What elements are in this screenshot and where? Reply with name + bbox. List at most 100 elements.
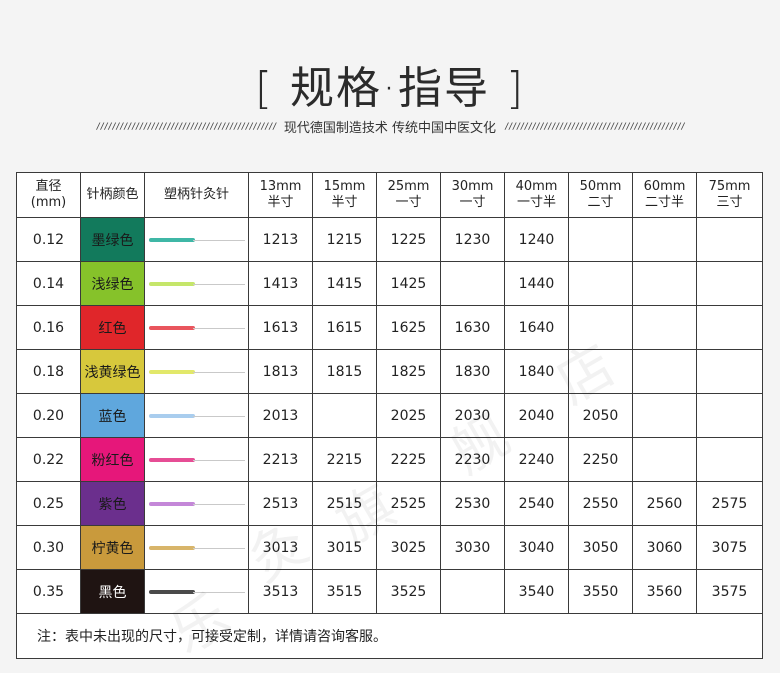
needle-icon [148, 411, 245, 421]
code-cell: 1440 [504, 261, 569, 306]
diameter-cell: 0.14 [16, 261, 81, 306]
code-cell: 3075 [696, 525, 763, 570]
header-length-15: 15mm 半寸 [312, 172, 377, 218]
code-cell: 2050 [568, 393, 633, 438]
page-title: [ 规格·指导 ] [254, 63, 526, 114]
handle-color-cell: 浅绿色 [80, 261, 145, 306]
code-cell [632, 305, 697, 350]
table-row: 0.30 柠黄色 3013 3015 3025 3030 3040 3050 3060 3075 [16, 525, 763, 570]
header-length-50: 50mm 二寸 [568, 172, 633, 218]
needle-image-cell [144, 481, 249, 526]
needle-icon [148, 235, 245, 245]
code-cell: 3575 [696, 569, 763, 614]
code-cell [696, 393, 763, 438]
code-cell: 1215 [312, 217, 377, 262]
diameter-cell: 0.16 [16, 305, 81, 350]
code-cell [696, 437, 763, 482]
code-cell: 2515 [312, 481, 377, 526]
code-cell: 3550 [568, 569, 633, 614]
code-cell: 1613 [248, 305, 313, 350]
needle-image-cell [144, 437, 249, 482]
code-cell: 2550 [568, 481, 633, 526]
code-cell: 2213 [248, 437, 313, 482]
header-length-60: 60mm 二寸半 [632, 172, 697, 218]
diameter-cell: 0.18 [16, 349, 81, 394]
code-cell: 2030 [440, 393, 505, 438]
code-cell: 1413 [248, 261, 313, 306]
code-cell: 3513 [248, 569, 313, 614]
code-cell: 1225 [376, 217, 441, 262]
code-cell: 1813 [248, 349, 313, 394]
code-cell: 3525 [376, 569, 441, 614]
needle-image-cell [144, 569, 249, 614]
code-cell: 2250 [568, 437, 633, 482]
code-cell: 1415 [312, 261, 377, 306]
table-row: 0.14 浅绿色 1413 1415 1425 1440 [16, 261, 763, 306]
needle-icon [148, 499, 245, 509]
needle-image-cell [144, 261, 249, 306]
code-cell: 3050 [568, 525, 633, 570]
header-length-75: 75mm 三寸 [696, 172, 763, 218]
needle-icon [148, 367, 245, 377]
code-cell: 2530 [440, 481, 505, 526]
code-cell [696, 305, 763, 350]
handle-color-cell: 紫色 [80, 481, 145, 526]
diameter-cell: 0.35 [16, 569, 81, 614]
code-cell: 3540 [504, 569, 569, 614]
note-row: 注：表中未出现的尺寸，可接受定制，详情请咨询客服。 [16, 613, 763, 659]
code-cell: 2513 [248, 481, 313, 526]
code-cell [632, 437, 697, 482]
code-cell [696, 349, 763, 394]
code-cell [568, 261, 633, 306]
note-text: 注：表中未出现的尺寸，可接受定制，详情请咨询客服。 [16, 613, 763, 659]
code-cell: 1230 [440, 217, 505, 262]
table-row: 0.12 墨绿色 1213 1215 1225 1230 1240 [16, 217, 763, 262]
diameter-cell: 0.20 [16, 393, 81, 438]
table-row: 0.25 紫色 2513 2515 2525 2530 2540 2550 2560 2575 [16, 481, 763, 526]
code-cell [440, 261, 505, 306]
header-handle-color: 针柄颜色 [80, 172, 145, 218]
subtitle-text: 现代德国制造技术 传统中国中医文化 [283, 121, 497, 136]
code-cell: 1640 [504, 305, 569, 350]
diameter-cell: 0.25 [16, 481, 81, 526]
code-cell: 2560 [632, 481, 697, 526]
handle-color-cell: 黑色 [80, 569, 145, 614]
table-row: 0.20 蓝色 2013 2025 2030 2040 2050 [16, 393, 763, 438]
code-cell [440, 569, 505, 614]
code-cell: 3560 [632, 569, 697, 614]
code-cell [632, 217, 697, 262]
code-cell: 3013 [248, 525, 313, 570]
code-cell [312, 393, 377, 438]
handle-color-cell: 红色 [80, 305, 145, 350]
header-diameter: 直径 (mm) [16, 172, 81, 218]
code-cell: 2215 [312, 437, 377, 482]
diameter-cell: 0.12 [16, 217, 81, 262]
code-cell: 2230 [440, 437, 505, 482]
code-cell: 2525 [376, 481, 441, 526]
needle-icon [148, 455, 245, 465]
handle-color-cell: 墨绿色 [80, 217, 145, 262]
header-length-25: 25mm 一寸 [376, 172, 441, 218]
needle-icon [148, 323, 245, 333]
code-cell: 1815 [312, 349, 377, 394]
diameter-cell: 0.30 [16, 525, 81, 570]
handle-color-cell: 蓝色 [80, 393, 145, 438]
code-cell: 1615 [312, 305, 377, 350]
subtitle-right-slashes: ////////////////////////////////////////… [504, 121, 686, 132]
code-cell [632, 349, 697, 394]
code-cell [696, 261, 763, 306]
handle-color-cell: 浅黄绿色 [80, 349, 145, 394]
needle-icon [148, 279, 245, 289]
needle-icon [148, 543, 245, 553]
needle-image-cell [144, 393, 249, 438]
code-cell: 2013 [248, 393, 313, 438]
code-cell: 2240 [504, 437, 569, 482]
spec-table: 直径 (mm) 针柄颜色 塑柄针灸针 13mm 半寸 15mm 半寸 25mm 一寸 … [16, 172, 763, 659]
table-row: 0.18 浅黄绿色 1813 1815 1825 1830 1840 [16, 349, 763, 394]
code-cell: 3040 [504, 525, 569, 570]
header-length-40: 40mm 一寸半 [504, 172, 569, 218]
needle-icon [148, 587, 245, 597]
code-cell: 1213 [248, 217, 313, 262]
handle-color-cell: 粉红色 [80, 437, 145, 482]
needle-image-cell [144, 305, 249, 350]
